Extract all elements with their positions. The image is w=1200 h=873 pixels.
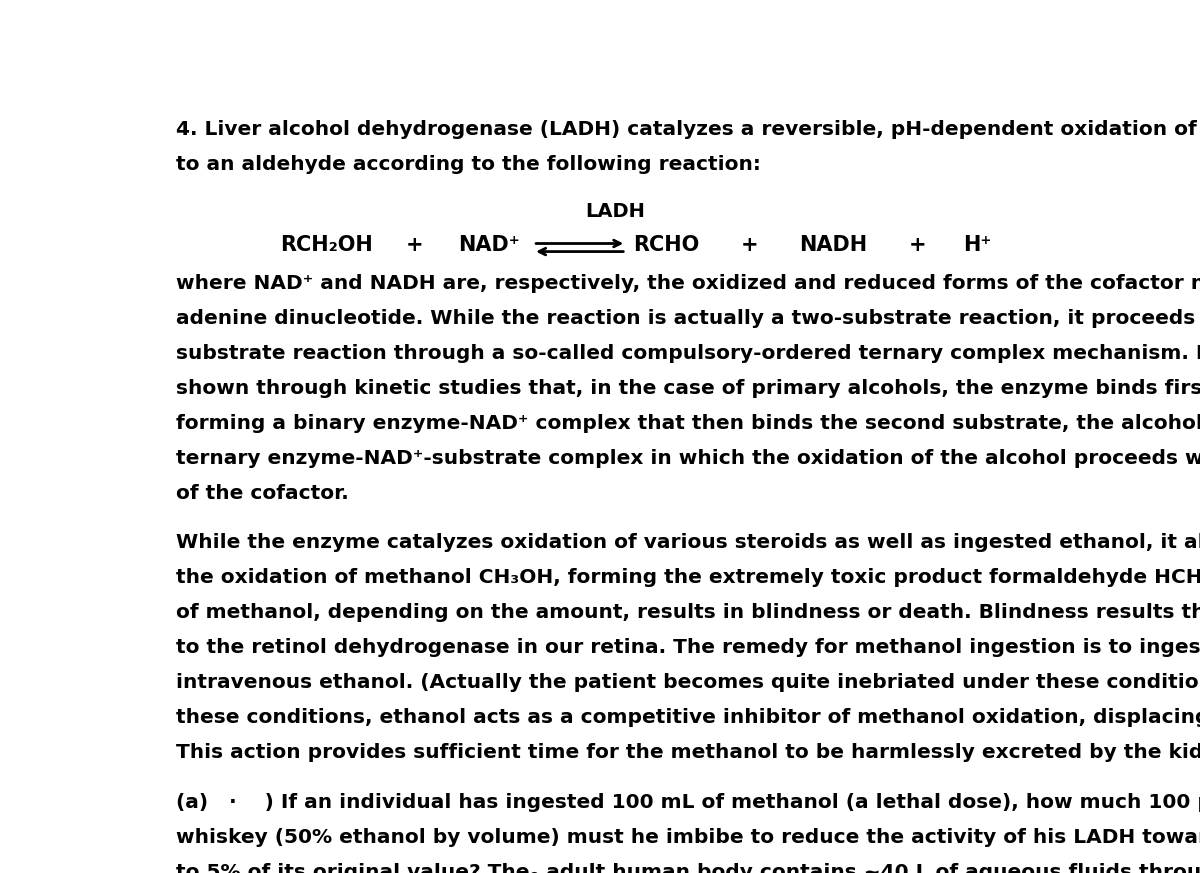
Text: to 5% of its original value? Theₑ adult human body contains ~40 L of aqueous flu: to 5% of its original value? Theₑ adult …: [176, 863, 1200, 873]
Text: RCHO: RCHO: [634, 236, 700, 256]
Text: NAD⁺: NAD⁺: [458, 236, 521, 256]
Text: +: +: [908, 236, 926, 256]
Text: While the enzyme catalyzes oxidation of various steroids as well as ingested eth: While the enzyme catalyzes oxidation of …: [176, 533, 1200, 553]
Text: where NAD⁺ and NADH are, respectively, the oxidized and reduced forms of the cof: where NAD⁺ and NADH are, respectively, t…: [176, 274, 1200, 292]
Text: to the retinol dehydrogenase in our retina. The remedy for methanol ingestion is: to the retinol dehydrogenase in our reti…: [176, 638, 1200, 657]
Text: H⁺: H⁺: [964, 236, 992, 256]
Text: 4. Liver alcohol dehydrogenase (LADH) catalyzes a reversible, pH-dependent oxida: 4. Liver alcohol dehydrogenase (LADH) ca…: [176, 120, 1200, 139]
Text: shown through kinetic studies that, in the case of primary alcohols, the enzyme : shown through kinetic studies that, in t…: [176, 379, 1200, 398]
Text: these conditions, ethanol acts as a competitive inhibitor of methanol oxidation,: these conditions, ethanol acts as a comp…: [176, 708, 1200, 727]
Text: the oxidation of methanol CH₃OH, forming the extremely toxic product formaldehyd: the oxidation of methanol CH₃OH, forming…: [176, 568, 1200, 588]
Text: intravenous ethanol. (Actually the patient becomes quite inebriated under these : intravenous ethanol. (Actually the patie…: [176, 673, 1200, 692]
Text: adenine dinucleotide. While the reaction is actually a two-substrate reaction, i: adenine dinucleotide. While the reaction…: [176, 309, 1200, 328]
Text: of methanol, depending on the amount, results in blindness or death. Blindness r: of methanol, depending on the amount, re…: [176, 603, 1200, 622]
Text: of the cofactor.: of the cofactor.: [176, 484, 349, 503]
Text: ternary enzyme-NAD⁺-substrate complex in which the oxidation of the alcohol proc: ternary enzyme-NAD⁺-substrate complex in…: [176, 449, 1200, 468]
Text: forming a binary enzyme-NAD⁺ complex that then binds the second substrate, the a: forming a binary enzyme-NAD⁺ complex tha…: [176, 414, 1200, 433]
Text: +: +: [742, 236, 758, 256]
Text: NADH: NADH: [799, 236, 868, 256]
Text: substrate reaction through a so-called compulsory-ordered ternary complex mechan: substrate reaction through a so-called c…: [176, 344, 1200, 363]
Text: +: +: [407, 236, 424, 256]
Text: LADH: LADH: [586, 203, 644, 221]
Text: RCH₂OH: RCH₂OH: [281, 236, 373, 256]
Text: This action provides sufficient time for the methanol to be harmlessly excreted : This action provides sufficient time for…: [176, 743, 1200, 762]
Text: to an aldehyde according to the following reaction:: to an aldehyde according to the followin…: [176, 155, 761, 174]
Text: (a)   ·    ) If an individual has ingested 100 mL of methanol (a lethal dose), h: (a) · ) If an individual has ingested 10…: [176, 793, 1200, 812]
Text: whiskey (50% ethanol by volume) must he imbibe to reduce the activity of his LAD: whiskey (50% ethanol by volume) must he …: [176, 828, 1200, 847]
